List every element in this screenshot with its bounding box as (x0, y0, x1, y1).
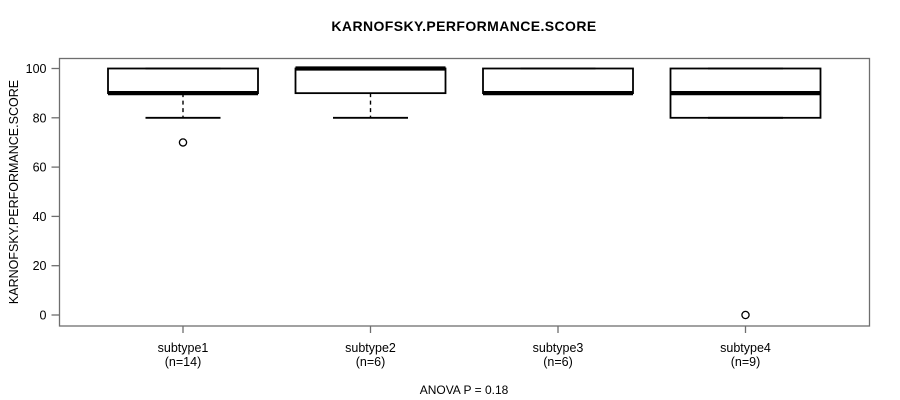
outlier-point-subtype1 (178, 138, 188, 147)
box-subtype2 (294, 67, 447, 95)
y-tick-label: 100 (26, 62, 47, 76)
box-subtype1 (107, 67, 259, 95)
y-tick-label: 0 (40, 309, 47, 323)
x-group-label: subtype1 (158, 341, 209, 355)
anova-p-annotation: ANOVA P = 0.18 (419, 383, 509, 397)
x-group-label: subtype2 (345, 341, 396, 355)
y-axis-title: KARNOFSKY.PERFORMANCE.SCORE (7, 79, 21, 305)
box-subtype3 (482, 67, 634, 95)
y-tick-label: 80 (33, 111, 47, 125)
y-tick-label: 60 (33, 161, 47, 175)
y-tick-label: 20 (33, 259, 47, 273)
x-group-sublabel: (n=14) (165, 355, 201, 369)
x-group-label: subtype3 (533, 341, 584, 355)
y-tick-label: 40 (33, 210, 47, 224)
outlier-point-subtype4 (741, 310, 750, 320)
x-group-sublabel: (n=6) (543, 355, 573, 369)
x-group-sublabel: (n=6) (356, 355, 386, 369)
x-group-sublabel: (n=9) (731, 355, 761, 369)
plot-frame (58, 57, 871, 327)
x-group-label: subtype4 (720, 341, 771, 355)
chart-title: KARNOFSKY.PERFORMANCE.SCORE (331, 18, 597, 34)
